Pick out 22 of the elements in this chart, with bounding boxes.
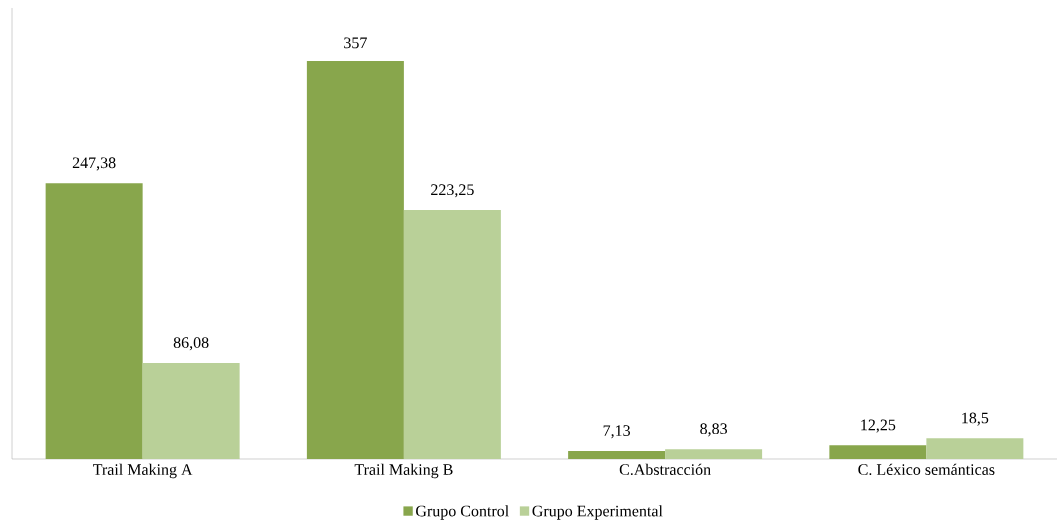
data-label: 8,83	[700, 423, 727, 437]
data-label: 223,25	[431, 184, 474, 198]
x-tick-label: C. Léxico semánticas	[858, 463, 995, 476]
x-tick-label: C.Abstracción	[619, 463, 711, 476]
data-label: 18,5	[962, 412, 989, 426]
legend-label: Grupo Control	[416, 505, 509, 520]
data-label: 12,25	[861, 419, 896, 433]
data-label: 357	[344, 37, 367, 49]
bar	[926, 438, 1024, 459]
bar	[306, 60, 404, 459]
bar	[829, 445, 927, 459]
data-label: 7,13	[603, 425, 631, 439]
bar	[142, 363, 240, 459]
data-label: 247,38	[72, 157, 116, 171]
bar	[568, 451, 666, 459]
bar	[45, 183, 143, 459]
bar	[403, 210, 501, 459]
bar	[665, 449, 763, 459]
x-tick-label: Trail Making A	[93, 463, 193, 479]
legend-label: Grupo Experimental	[532, 505, 663, 520]
x-tick-label: Trail Making B	[354, 463, 453, 479]
data-label: 86,08	[173, 337, 209, 351]
